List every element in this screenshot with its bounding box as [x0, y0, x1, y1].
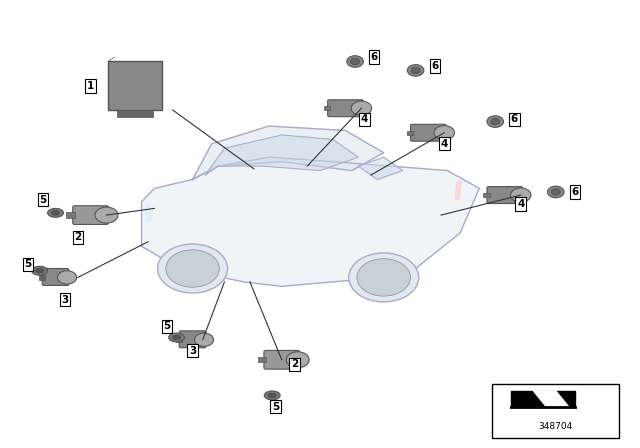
Ellipse shape [52, 211, 60, 215]
Text: 4: 4 [517, 199, 524, 209]
Circle shape [411, 67, 420, 73]
Bar [324, 106, 330, 111]
FancyBboxPatch shape [487, 187, 523, 203]
Circle shape [351, 101, 372, 116]
Text: 6: 6 [371, 52, 378, 62]
Polygon shape [358, 157, 403, 180]
Polygon shape [511, 391, 575, 406]
Polygon shape [534, 391, 568, 406]
Circle shape [166, 250, 220, 287]
Ellipse shape [31, 266, 47, 275]
Ellipse shape [264, 391, 280, 400]
Ellipse shape [47, 208, 63, 217]
FancyBboxPatch shape [108, 61, 163, 111]
Ellipse shape [36, 268, 44, 273]
Circle shape [195, 333, 214, 346]
Text: 3: 3 [61, 295, 68, 305]
Text: 5: 5 [39, 194, 47, 205]
Text: 348704: 348704 [539, 422, 573, 431]
Bar [492, 384, 620, 438]
Circle shape [434, 125, 454, 140]
Polygon shape [141, 157, 479, 286]
Bar [257, 357, 266, 362]
Ellipse shape [268, 393, 276, 398]
Text: 6: 6 [431, 61, 438, 71]
Text: 5: 5 [272, 401, 279, 412]
Text: 3: 3 [189, 346, 196, 356]
FancyBboxPatch shape [179, 331, 206, 348]
FancyBboxPatch shape [42, 268, 69, 285]
Circle shape [551, 189, 560, 195]
Circle shape [511, 188, 531, 202]
Text: 2: 2 [291, 359, 298, 369]
Polygon shape [145, 204, 151, 222]
Text: 6: 6 [511, 114, 518, 125]
FancyBboxPatch shape [73, 206, 108, 224]
Polygon shape [205, 135, 358, 175]
Circle shape [349, 253, 419, 302]
Bar [483, 193, 490, 197]
FancyBboxPatch shape [264, 350, 300, 369]
FancyBboxPatch shape [328, 100, 364, 116]
Text: 6: 6 [572, 187, 579, 197]
Bar [406, 130, 413, 135]
Circle shape [547, 186, 564, 198]
Circle shape [407, 65, 424, 76]
Ellipse shape [173, 335, 180, 340]
Ellipse shape [169, 333, 184, 342]
Circle shape [286, 352, 309, 368]
Text: 5: 5 [24, 259, 32, 269]
Circle shape [491, 118, 500, 125]
FancyBboxPatch shape [410, 124, 446, 141]
Bar [117, 111, 153, 117]
Bar [176, 337, 182, 342]
Circle shape [347, 56, 364, 67]
Circle shape [357, 259, 410, 296]
Polygon shape [455, 182, 461, 199]
Circle shape [58, 271, 77, 284]
Circle shape [487, 116, 504, 127]
Polygon shape [193, 126, 384, 180]
Circle shape [95, 207, 118, 223]
Text: 2: 2 [74, 233, 81, 242]
Text: 1: 1 [87, 81, 94, 91]
Bar [67, 212, 75, 218]
Circle shape [351, 58, 360, 65]
Text: 4: 4 [440, 139, 448, 149]
Text: 5: 5 [163, 321, 171, 332]
Circle shape [157, 244, 228, 293]
Text: 4: 4 [361, 114, 368, 125]
Bar [39, 275, 45, 280]
